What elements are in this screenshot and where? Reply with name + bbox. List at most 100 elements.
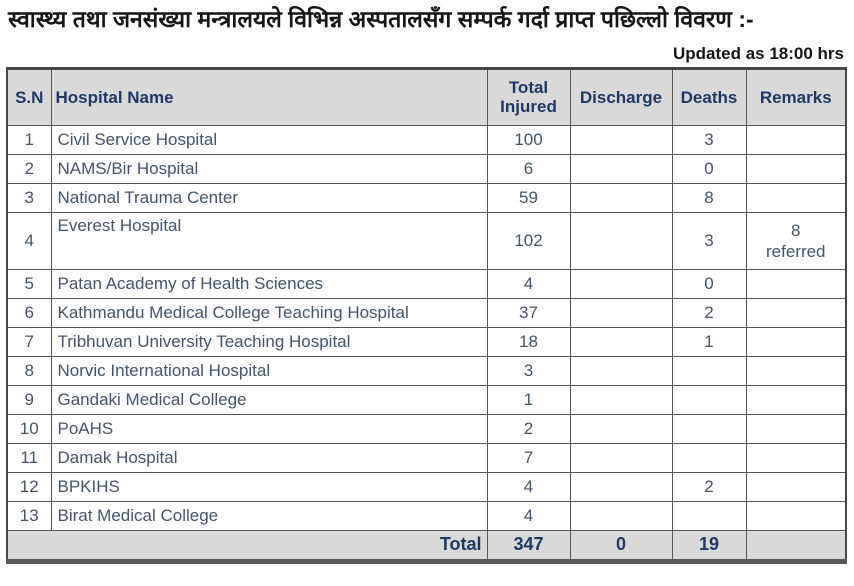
header-total-injured: Total Injured: [486, 67, 571, 126]
row-deaths: [671, 413, 747, 444]
row-deaths: 3: [671, 211, 747, 270]
table-row: 11 Damak Hospital 7: [6, 442, 847, 473]
row-total-injured: 37: [486, 297, 571, 328]
header-discharge: Discharge: [569, 67, 673, 126]
updated-timestamp: Updated as 18:00 hrs: [672, 43, 844, 63]
table-row: 3 National Trauma Center 59 8: [6, 182, 847, 213]
table-row: 13 Birat Medical College 4: [6, 500, 847, 531]
row-discharge: [569, 153, 673, 184]
total-discharge: 0: [569, 529, 673, 562]
row-sn: 1: [6, 124, 52, 155]
row-remarks: [745, 355, 847, 386]
row-hospital-name: Tribhuvan University Teaching Hospital: [50, 326, 488, 357]
row-remarks: [745, 442, 847, 473]
row-discharge: [569, 384, 673, 415]
row-discharge: [569, 471, 673, 502]
row-total-injured: 102: [486, 211, 571, 270]
row-remarks: [745, 182, 847, 213]
row-hospital-name: Norvic International Hospital: [50, 355, 488, 386]
row-sn: 13: [6, 500, 52, 531]
row-discharge: [569, 124, 673, 155]
row-discharge: [569, 182, 673, 213]
row-hospital-name: Everest Hospital: [50, 211, 488, 270]
row-hospital-name: PoAHS: [50, 413, 488, 444]
row-total-injured: 1: [486, 384, 571, 415]
row-sn: 8: [6, 355, 52, 386]
table-total-row: Total 347 0 19: [6, 529, 847, 562]
table-row: 4 Everest Hospital 102 3 8 referred: [6, 211, 847, 270]
row-deaths: 8: [671, 182, 747, 213]
total-deaths: 19: [671, 529, 747, 562]
row-remarks: [745, 297, 847, 328]
row-remarks: [745, 384, 847, 415]
row-hospital-name: Civil Service Hospital: [50, 124, 488, 155]
row-deaths: [671, 500, 747, 531]
row-hospital-name: BPKIHS: [50, 471, 488, 502]
row-total-injured: 6: [486, 153, 571, 184]
row-discharge: [569, 413, 673, 444]
row-remarks: [745, 268, 847, 299]
row-remarks: [745, 413, 847, 444]
row-deaths: [671, 442, 747, 473]
row-discharge: [569, 500, 673, 531]
row-total-injured: 100: [486, 124, 571, 155]
row-hospital-name: National Trauma Center: [50, 182, 488, 213]
row-remarks: [745, 124, 847, 155]
row-sn: 11: [6, 442, 52, 473]
row-sn: 2: [6, 153, 52, 184]
total-remarks: [745, 529, 847, 562]
row-hospital-name: Damak Hospital: [50, 442, 488, 473]
row-discharge: [569, 297, 673, 328]
table-row: 2 NAMS/Bir Hospital 6 0: [6, 153, 847, 184]
table-row: 12 BPKIHS 4 2: [6, 471, 847, 502]
hospital-report-table: S.N Hospital Name Total Injured Discharg…: [6, 66, 847, 564]
report-page: स्वास्थ्य तथा जनसंख्या मन्त्रालयले विभिन…: [6, 6, 847, 564]
total-injured: 347: [486, 529, 571, 562]
header-sn: S.N: [6, 67, 52, 126]
row-total-injured: 3: [486, 355, 571, 386]
row-sn: 3: [6, 182, 52, 213]
table-row: 8 Norvic International Hospital 3: [6, 355, 847, 386]
row-discharge: [569, 442, 673, 473]
row-hospital-name: Gandaki Medical College: [50, 384, 488, 415]
row-sn: 10: [6, 413, 52, 444]
row-total-injured: 4: [486, 500, 571, 531]
row-remarks: [745, 500, 847, 531]
row-discharge: [569, 355, 673, 386]
row-remarks: [745, 471, 847, 502]
table-row: 10 PoAHS 2: [6, 413, 847, 444]
row-sn: 12: [6, 471, 52, 502]
row-total-injured: 59: [486, 182, 571, 213]
row-total-injured: 4: [486, 471, 571, 502]
row-discharge: [569, 268, 673, 299]
table-row: 6 Kathmandu Medical College Teaching Hos…: [6, 297, 847, 328]
page-title: स्वास्थ्य तथा जनसंख्या मन्त्रालयले विभिन…: [8, 6, 754, 32]
row-discharge: [569, 211, 673, 270]
row-total-injured: 7: [486, 442, 571, 473]
row-deaths: [671, 355, 747, 386]
row-remarks: [745, 326, 847, 357]
row-hospital-name: Birat Medical College: [50, 500, 488, 531]
row-sn: 4: [6, 211, 52, 270]
row-hospital-name: Kathmandu Medical College Teaching Hospi…: [50, 297, 488, 328]
row-remarks: [745, 153, 847, 184]
row-deaths: 2: [671, 471, 747, 502]
row-total-injured: 18: [486, 326, 571, 357]
row-deaths: [671, 384, 747, 415]
row-deaths: 0: [671, 268, 747, 299]
row-sn: 9: [6, 384, 52, 415]
table-header-row: S.N Hospital Name Total Injured Discharg…: [6, 67, 847, 126]
header-hospital-name: Hospital Name: [50, 67, 488, 126]
row-hospital-name: Patan Academy of Health Sciences: [50, 268, 488, 299]
row-total-injured: 4: [486, 268, 571, 299]
row-deaths: 3: [671, 124, 747, 155]
row-remarks: 8 referred: [745, 211, 847, 270]
table-row: 1 Civil Service Hospital 100 3: [6, 124, 847, 155]
total-label: Total: [6, 529, 488, 562]
row-discharge: [569, 326, 673, 357]
row-hospital-name: NAMS/Bir Hospital: [50, 153, 488, 184]
header-deaths: Deaths: [671, 67, 747, 126]
row-deaths: 0: [671, 153, 747, 184]
row-sn: 6: [6, 297, 52, 328]
row-sn: 5: [6, 268, 52, 299]
